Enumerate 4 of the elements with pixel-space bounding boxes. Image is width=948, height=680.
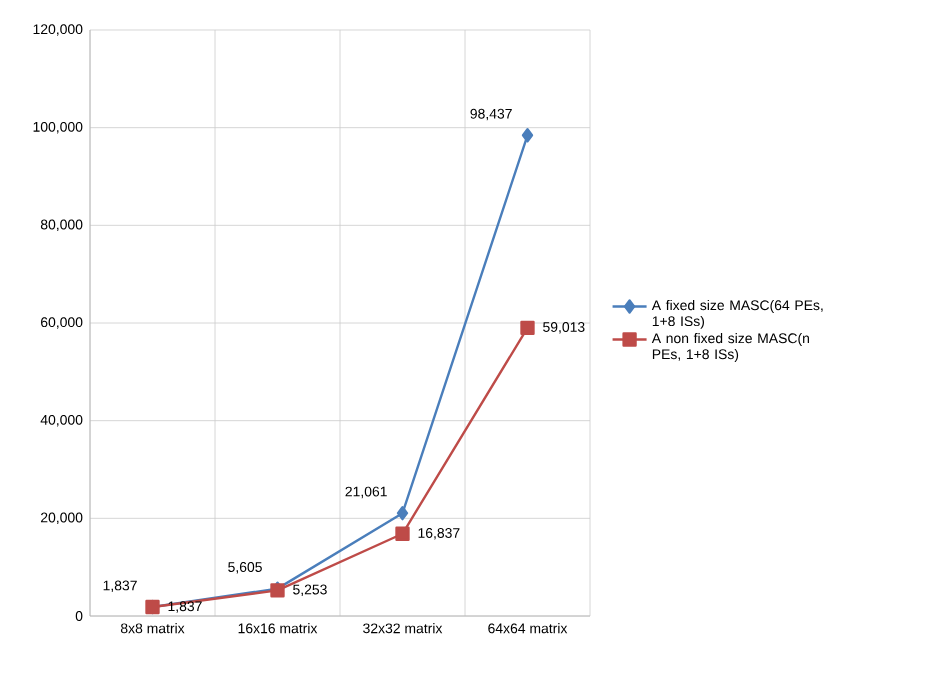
- point: [521, 128, 534, 143]
- point: [396, 505, 409, 521]
- point: [520, 320, 535, 335]
- point: [395, 526, 410, 541]
